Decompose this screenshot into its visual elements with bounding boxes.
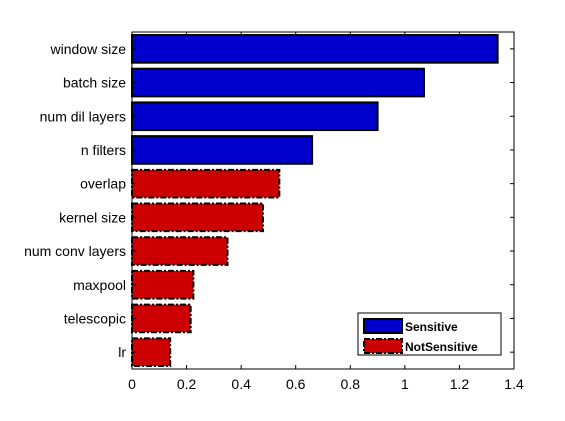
legend-swatch-notsensitive xyxy=(363,338,403,354)
legend-swatch-sensitive xyxy=(363,318,403,334)
x-tick-label: 0.4 xyxy=(231,376,251,392)
x-tick-label: 1 xyxy=(401,376,409,392)
x-tick-label: 0.2 xyxy=(177,376,197,392)
y-tick-label-kernel-size: kernel size xyxy=(59,209,126,225)
y-tick-label-batch-size: batch size xyxy=(63,75,126,91)
bar-telescopic xyxy=(131,303,192,334)
x-tick-label: 0 xyxy=(128,376,136,392)
y-tick-label-window-size: window size xyxy=(50,41,127,57)
plot-frame xyxy=(131,31,515,370)
x-tick-label: 0.8 xyxy=(341,376,361,392)
y-tick-label-lr: lr xyxy=(118,344,126,360)
x-ticks: 0 0.2 0.4 0.6 0.8 1 1.2 1.4 xyxy=(128,32,524,392)
y-tick-label-num-conv-layers: num conv layers xyxy=(24,243,126,259)
x-tick-label: 1.2 xyxy=(450,376,470,392)
bar-maxpool xyxy=(131,269,195,300)
legend-label-sensitive: Sensitive xyxy=(405,320,458,334)
x-tick-label: 0.6 xyxy=(286,376,306,392)
legend: Sensitive NotSensitive xyxy=(357,312,502,356)
bar-num-conv-layers xyxy=(131,236,229,266)
y-tick-label-num-dil-layers: num dil layers xyxy=(40,108,126,124)
bars-group xyxy=(131,34,499,367)
bar-num-dil-layers xyxy=(131,101,379,132)
bar-window-size xyxy=(131,34,499,64)
legend-label-notsensitive: NotSensitive xyxy=(405,340,478,354)
y-tick-label-maxpool: maxpool xyxy=(73,277,126,293)
y-tick-label-overlap: overlap xyxy=(80,176,126,192)
bar-kernel-size xyxy=(131,202,264,233)
y-tick-labels: window size batch size num dil layers n fil… xyxy=(24,41,514,360)
y-tick-label-n-filters: n filters xyxy=(81,142,126,158)
bar-lr xyxy=(131,337,172,367)
bar-overlap xyxy=(131,168,281,199)
x-tick-label: 1.4 xyxy=(504,376,524,392)
bar-batch-size xyxy=(131,67,425,98)
y-tick-label-telescopic: telescopic xyxy=(64,310,126,326)
bar-n-filters xyxy=(131,135,314,165)
